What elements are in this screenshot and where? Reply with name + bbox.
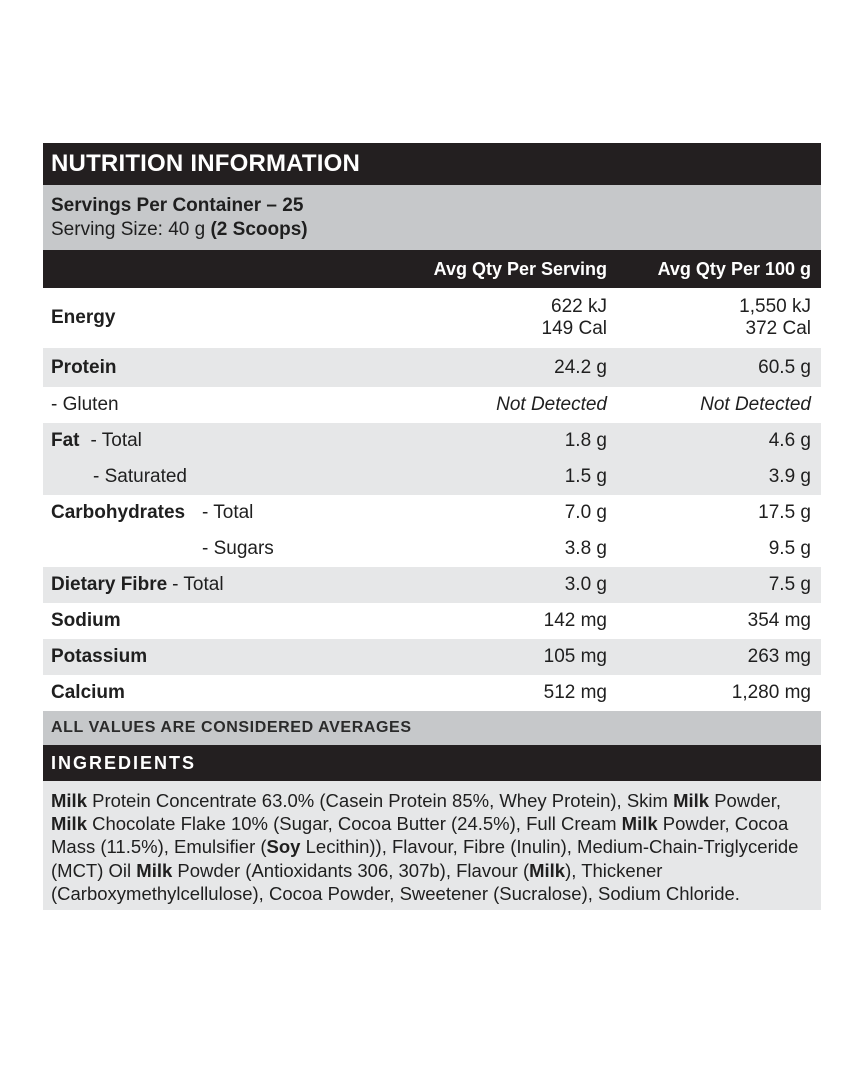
allergen-milk: Milk: [136, 859, 173, 881]
ingredient-text: Chocolate Flake 10% (Sugar, Cocoa Butter…: [86, 813, 622, 835]
fibre-label: Dietary Fibre: [51, 574, 168, 595]
potassium-per-100g: 263 mg: [747, 646, 811, 667]
serving-size-scoops: (2 Scoops): [210, 218, 308, 240]
row-label: Protein: [51, 356, 117, 378]
energy-serving-kj: 622 kJ: [551, 296, 607, 317]
ingredient-text: Powder (Antioxidants 306, 307b), Flavour…: [172, 859, 530, 881]
allergen-milk: Milk: [673, 790, 710, 811]
fat-label: Fat: [51, 430, 80, 451]
servings-section: Servings Per Container – 25 Serving Size…: [43, 185, 821, 250]
carb-total-per-100g: 17.5 g: [758, 502, 811, 523]
table-row-potassium: Potassium 105 mg 263 mg: [43, 639, 821, 675]
fibre-per-100g: 7.5 g: [768, 574, 811, 595]
carbohydrates-label: Carbohydrates: [51, 502, 186, 523]
table-row-gluten: - Gluten Not Detected Not Detected: [43, 387, 821, 423]
sodium-per-100g: 354 mg: [747, 610, 811, 631]
row-label: - Sugars: [43, 538, 419, 560]
calcium-per-100g: 1,280 mg: [731, 682, 811, 703]
carbohydrates-group: Carbohydrates - Total 7.0 g 17.5 g - Sug…: [43, 495, 821, 567]
carb-sugars-per-serving: 3.8 g: [564, 538, 607, 559]
carb-sugars-per-100g: 9.5 g: [768, 538, 811, 559]
fibre-sub-label: - Total: [172, 574, 224, 595]
ingredient-text: Powder, Cocoa Mass (11.5%), Emulsifier (: [51, 813, 789, 858]
row-label: Potassium: [51, 646, 148, 667]
ingredient-text: Powder,: [709, 790, 782, 811]
saturated-sub-label: - Saturated: [93, 466, 187, 487]
fat-total-per-100g: 4.6 g: [768, 430, 811, 451]
panel-title: NUTRITION INFORMATION: [43, 143, 821, 185]
gluten-per-serving: Not Detected: [496, 394, 607, 415]
table-row-calcium: Calcium 512 mg 1,280 mg: [43, 675, 821, 711]
table-row-protein: Protein 24.2 g 60.5 g: [43, 348, 821, 387]
row-label: Carbohydrates - Total: [43, 502, 419, 524]
allergen-milk: Milk: [51, 790, 87, 811]
row-label: - Saturated: [43, 466, 419, 488]
table-row-carb-sugars: - Sugars 3.8 g 9.5 g: [43, 531, 821, 567]
nutrition-panel: NUTRITION INFORMATION Servings Per Conta…: [43, 143, 821, 911]
fat-sub-label: - Total: [90, 430, 142, 451]
sodium-per-serving: 142 mg: [543, 610, 607, 631]
energy-per-100g: 1,550 kJ 372 Cal: [619, 296, 821, 340]
energy-per-serving: 622 kJ 149 Cal: [419, 296, 619, 340]
fat-saturated-per-100g: 3.9 g: [768, 466, 811, 487]
energy-serving-cal: 149 Cal: [541, 318, 608, 339]
table-header: Avg Qty Per Serving Avg Qty Per 100 g: [43, 250, 821, 288]
allergen-milk: Milk: [529, 859, 566, 881]
ingredients-title: INGREDIENTS: [43, 745, 821, 781]
servings-per-container: Servings Per Container – 25: [51, 194, 304, 216]
row-label: Sodium: [51, 610, 121, 631]
potassium-per-serving: 105 mg: [543, 646, 607, 667]
fibre-per-serving: 3.0 g: [564, 574, 607, 595]
row-label: - Gluten: [51, 394, 119, 415]
table-row-fat-total: Fat - Total 1.8 g 4.6 g: [43, 423, 821, 459]
serving-size: Serving Size: 40 g (2 Scoops): [51, 218, 821, 242]
table-row-carb-total: Carbohydrates - Total 7.0 g 17.5 g: [43, 495, 821, 531]
allergen-milk: Milk: [621, 813, 658, 835]
header-per-100g: Avg Qty Per 100 g: [657, 258, 811, 279]
ingredient-text: ), Thickener (Carboxymethylcellulose), C…: [51, 859, 740, 904]
carb-total-per-serving: 7.0 g: [564, 502, 607, 523]
serving-size-text: Serving Size: 40 g: [51, 218, 211, 240]
table-row-energy: Energy 622 kJ 149 Cal 1,550 kJ 372 Cal: [43, 288, 821, 348]
row-label: Energy: [51, 307, 116, 328]
allergen-milk: Milk: [51, 813, 87, 835]
ingredients-text: Milk Protein Concentrate 63.0% (Casein P…: [43, 781, 821, 911]
carb-total-sub-label: - Total: [202, 502, 254, 523]
row-label: Calcium: [51, 682, 125, 703]
averages-note: ALL VALUES ARE CONSIDERED AVERAGES: [43, 711, 821, 745]
ingredient-text: Protein Concentrate 63.0% (Casein Protei…: [86, 790, 674, 811]
fat-group: Fat - Total 1.8 g 4.6 g - Saturated 1.5 …: [43, 423, 821, 495]
allergen-soy: Soy: [266, 836, 301, 858]
protein-per-100g: 60.5 g: [758, 356, 811, 378]
table-row-fat-saturated: - Saturated 1.5 g 3.9 g: [43, 459, 821, 495]
energy-100g-kj: 1,550 kJ: [739, 296, 811, 317]
fat-total-per-serving: 1.8 g: [564, 430, 607, 451]
header-per-serving: Avg Qty Per Serving: [433, 258, 607, 279]
fat-saturated-per-serving: 1.5 g: [564, 466, 607, 487]
table-row-fibre: Dietary Fibre - Total 3.0 g 7.5 g: [43, 567, 821, 603]
row-label: Dietary Fibre - Total: [43, 574, 419, 596]
ingredient-text: Lecithin)), Flavour, Fibre (Inulin), Med…: [51, 836, 799, 881]
row-label: Fat - Total: [43, 430, 419, 452]
gluten-per-100g: Not Detected: [700, 394, 811, 415]
sugars-sub-label: - Sugars: [202, 538, 274, 559]
table-row-sodium: Sodium 142 mg 354 mg: [43, 603, 821, 639]
protein-per-serving: 24.2 g: [554, 356, 607, 378]
energy-100g-cal: 372 Cal: [745, 318, 812, 339]
calcium-per-serving: 512 mg: [543, 682, 607, 703]
